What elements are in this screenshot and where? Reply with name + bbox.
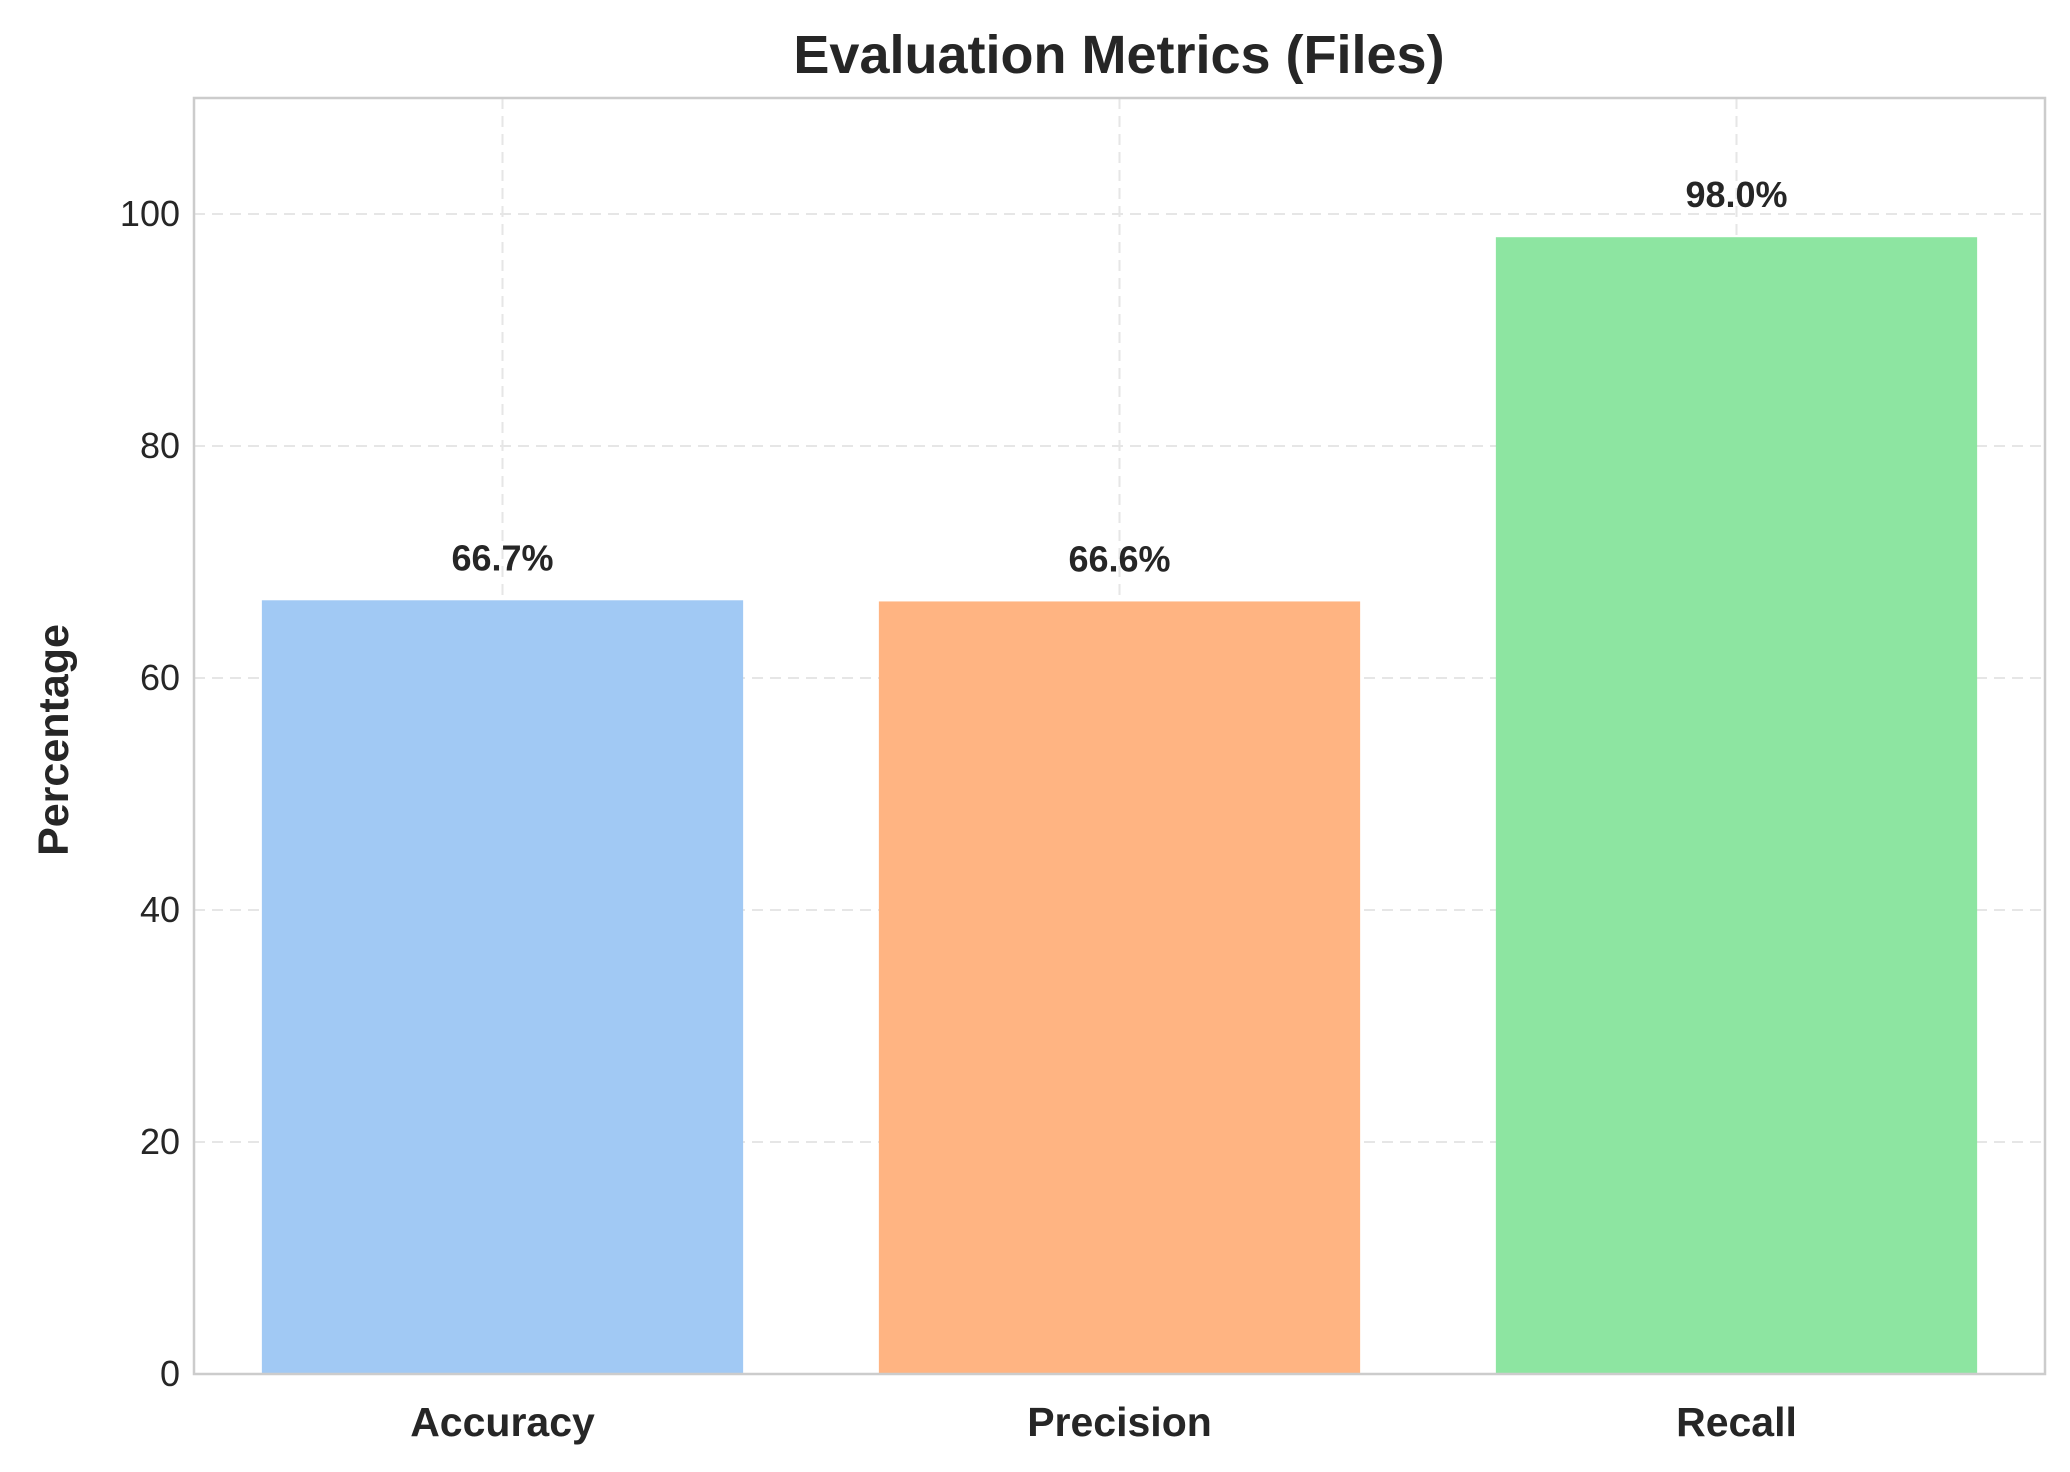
bar-accuracy xyxy=(261,600,744,1373)
x-tick-label: Recall xyxy=(1676,1399,1797,1445)
plot-frame xyxy=(192,96,2047,1376)
x-tick-labels: Accuracy Precision Recall xyxy=(410,1399,1797,1445)
data-label: 98.0% xyxy=(1685,174,1787,215)
data-label: 66.7% xyxy=(451,537,553,578)
y-tick-label: 60 xyxy=(140,657,180,698)
y-tick-labels: 0 20 40 60 80 100 xyxy=(120,193,180,1394)
data-label: 66.6% xyxy=(1068,538,1170,579)
data-labels: 66.7% 66.6% 98.0% xyxy=(451,174,1787,579)
y-tick-label: 80 xyxy=(140,425,180,466)
chart-title: Evaluation Metrics (Files) xyxy=(793,25,1444,85)
bar-precision xyxy=(878,601,1361,1373)
bars xyxy=(261,237,1978,1374)
x-tick-label: Accuracy xyxy=(410,1399,595,1445)
x-tick-label: Precision xyxy=(1027,1399,1212,1445)
y-tick-label: 0 xyxy=(160,1353,180,1394)
bar-recall xyxy=(1495,237,1978,1374)
y-axis-label: Percentage xyxy=(30,624,78,856)
y-tick-label: 40 xyxy=(140,889,180,930)
y-tick-label: 20 xyxy=(140,1121,180,1162)
y-tick-label: 100 xyxy=(120,193,180,234)
